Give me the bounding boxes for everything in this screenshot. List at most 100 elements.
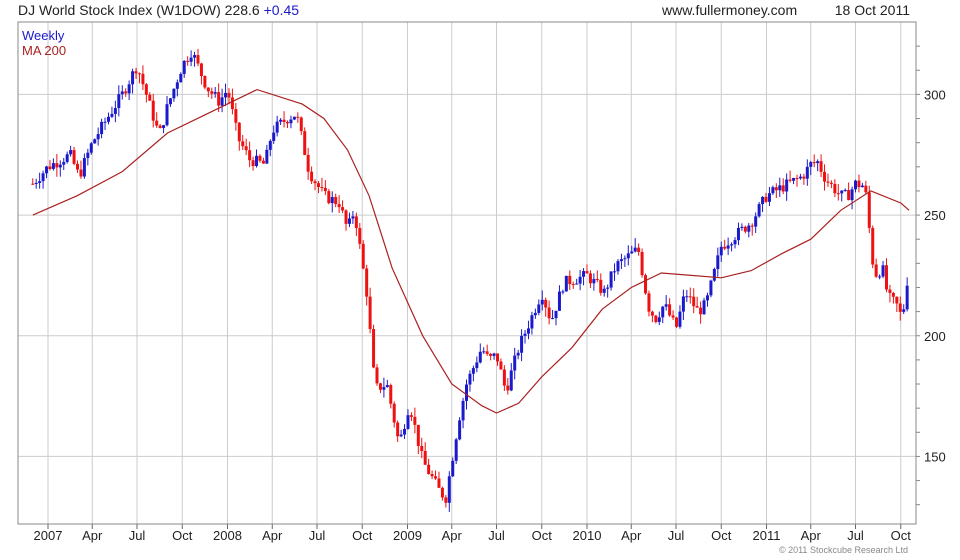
candle-body bbox=[619, 259, 623, 262]
candle-body bbox=[96, 134, 100, 140]
candle-body bbox=[774, 187, 778, 191]
candle-body bbox=[812, 162, 816, 164]
legend-ma200: MA 200 bbox=[22, 43, 66, 58]
candle-body bbox=[712, 268, 716, 281]
candle-body bbox=[544, 299, 548, 308]
candle-body bbox=[750, 225, 754, 227]
candle-body bbox=[781, 185, 785, 192]
x-tick-label: Apr bbox=[442, 528, 463, 543]
candle-body bbox=[898, 303, 902, 312]
candle-body bbox=[330, 197, 334, 204]
x-tick-label: 2007 bbox=[34, 528, 63, 543]
candle-body bbox=[647, 293, 651, 312]
candle-body bbox=[213, 92, 217, 94]
candle-body bbox=[568, 275, 572, 285]
candle-body bbox=[420, 445, 424, 451]
x-tick-label: Jul bbox=[668, 528, 685, 543]
candle-body bbox=[833, 183, 837, 194]
candle-body bbox=[492, 353, 496, 356]
candle-body bbox=[165, 104, 169, 126]
candle-body bbox=[829, 182, 833, 184]
candle-body bbox=[344, 210, 348, 224]
candle-body bbox=[513, 355, 517, 371]
candle-body bbox=[337, 204, 341, 208]
candle-body bbox=[389, 385, 393, 404]
candle-body bbox=[100, 121, 104, 135]
x-tick-label: 2010 bbox=[573, 528, 602, 543]
candle-body bbox=[802, 176, 806, 179]
candle-body bbox=[368, 296, 372, 329]
candle-body bbox=[798, 176, 802, 179]
candle-body bbox=[630, 251, 634, 254]
candle-body bbox=[847, 190, 851, 201]
candle-body bbox=[451, 460, 455, 477]
candle-body bbox=[520, 335, 524, 353]
candle-body bbox=[406, 415, 410, 429]
candle-body bbox=[843, 190, 847, 192]
candle-body bbox=[740, 226, 744, 228]
candle-body bbox=[523, 333, 527, 336]
candle-body bbox=[423, 450, 427, 465]
candle-body bbox=[788, 179, 792, 181]
candle-body bbox=[526, 328, 530, 334]
candle-body bbox=[117, 94, 121, 109]
x-tick-label: Apr bbox=[801, 528, 822, 543]
chart-header-title-group: DJ World Stock Index (W1DOW) 228.6 +0.45 bbox=[18, 2, 299, 18]
candle-body bbox=[89, 143, 93, 153]
candle-body bbox=[55, 163, 59, 168]
candle-body bbox=[76, 163, 80, 170]
candle-body bbox=[175, 82, 179, 89]
candle-body bbox=[45, 166, 49, 174]
candle-body bbox=[72, 150, 76, 164]
candle-body bbox=[299, 117, 303, 132]
candle-body bbox=[702, 300, 706, 315]
y-tick-label: 150 bbox=[924, 449, 946, 464]
candle-body bbox=[341, 207, 345, 211]
candle-body bbox=[881, 265, 885, 277]
candle-body bbox=[754, 216, 758, 227]
candle-body bbox=[864, 185, 868, 193]
candle-body bbox=[58, 164, 62, 168]
candle-body bbox=[468, 373, 472, 385]
candle-body bbox=[193, 55, 197, 58]
candle-body bbox=[110, 113, 114, 117]
candle-body bbox=[489, 353, 493, 356]
candle-body bbox=[671, 315, 675, 318]
x-tick-label: 2009 bbox=[393, 528, 422, 543]
candle-body bbox=[358, 228, 362, 244]
candle-body bbox=[196, 55, 200, 64]
candle-body bbox=[392, 403, 396, 423]
candle-body bbox=[719, 246, 723, 256]
candle-body bbox=[268, 140, 272, 150]
candle-body bbox=[465, 384, 469, 401]
candle-body bbox=[151, 100, 155, 121]
x-tick-label: Oct bbox=[711, 528, 732, 543]
candle-body bbox=[251, 160, 255, 167]
candle-body bbox=[819, 161, 823, 172]
candle-body bbox=[692, 296, 696, 307]
candle-body bbox=[372, 328, 376, 368]
candle-body bbox=[413, 416, 417, 425]
candle-body bbox=[716, 255, 720, 269]
candle-body bbox=[69, 150, 73, 155]
candle-body bbox=[554, 310, 558, 319]
axes: 150 200 250 300 2007 Apr Jul Oct 2008 Apr Jul Oct 20… bbox=[34, 45, 946, 543]
candle-body bbox=[537, 304, 541, 313]
candle-body bbox=[857, 180, 861, 188]
candle-body bbox=[485, 351, 489, 354]
candle-body bbox=[65, 154, 69, 162]
candle-body bbox=[292, 116, 296, 120]
candle-body bbox=[478, 351, 482, 363]
candle-body bbox=[816, 161, 820, 164]
candle-body bbox=[613, 271, 617, 273]
candle-body bbox=[447, 476, 451, 503]
candle-body bbox=[582, 271, 586, 277]
y-tick-label: 200 bbox=[924, 329, 946, 344]
candle-body bbox=[131, 71, 135, 85]
candle-body bbox=[285, 121, 289, 124]
candle-body bbox=[888, 289, 892, 293]
website-link[interactable]: www.fullermoney.com bbox=[662, 2, 798, 18]
candle-body bbox=[823, 171, 827, 182]
candle-body bbox=[351, 216, 355, 219]
candle-body bbox=[148, 94, 152, 101]
